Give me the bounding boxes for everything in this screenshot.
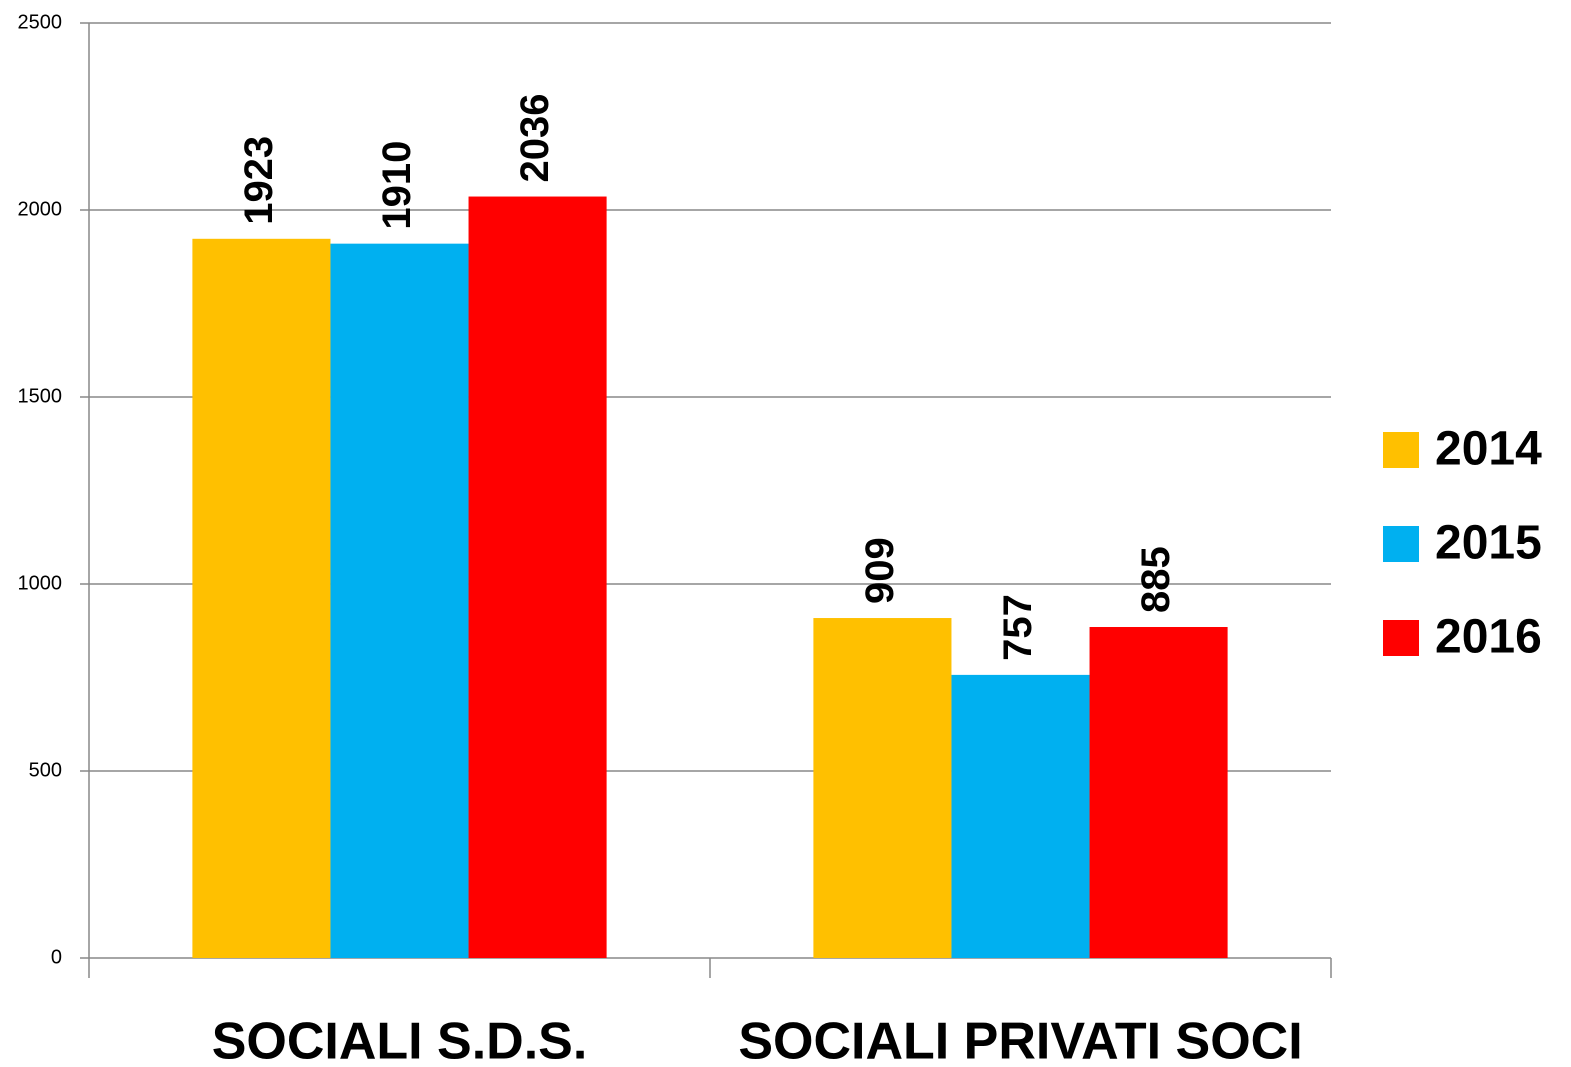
legend-label: 2015 — [1435, 517, 1542, 570]
legend-swatch — [1383, 526, 1419, 562]
data-label: 757 — [996, 594, 1040, 661]
legend-swatch — [1383, 620, 1419, 656]
data-label: 2036 — [513, 94, 557, 183]
data-label: 1923 — [237, 136, 281, 225]
bar — [468, 196, 607, 958]
y-tick-label: 1000 — [18, 572, 63, 594]
x-tick-label: SOCIALI PRIVATI SOCI — [738, 1013, 1302, 1067]
bar — [330, 243, 469, 958]
legend-label: 2014 — [1435, 423, 1542, 476]
bar — [1089, 627, 1228, 958]
y-tick-label: 2000 — [18, 198, 63, 220]
y-tick-label: 2500 — [18, 11, 63, 33]
bar — [192, 238, 331, 959]
bar — [813, 618, 952, 958]
legend-label: 2016 — [1435, 611, 1542, 664]
data-label: 885 — [1134, 546, 1178, 613]
x-tick-label: SOCIALI S.D.S. — [212, 1013, 588, 1067]
legend-swatch — [1383, 432, 1419, 468]
bar — [951, 674, 1090, 958]
y-tick-label: 1500 — [18, 385, 63, 407]
y-tick-label: 0 — [51, 946, 62, 968]
y-tick-label: 500 — [29, 759, 62, 781]
data-label: 909 — [858, 537, 902, 604]
data-label: 1910 — [375, 141, 419, 230]
